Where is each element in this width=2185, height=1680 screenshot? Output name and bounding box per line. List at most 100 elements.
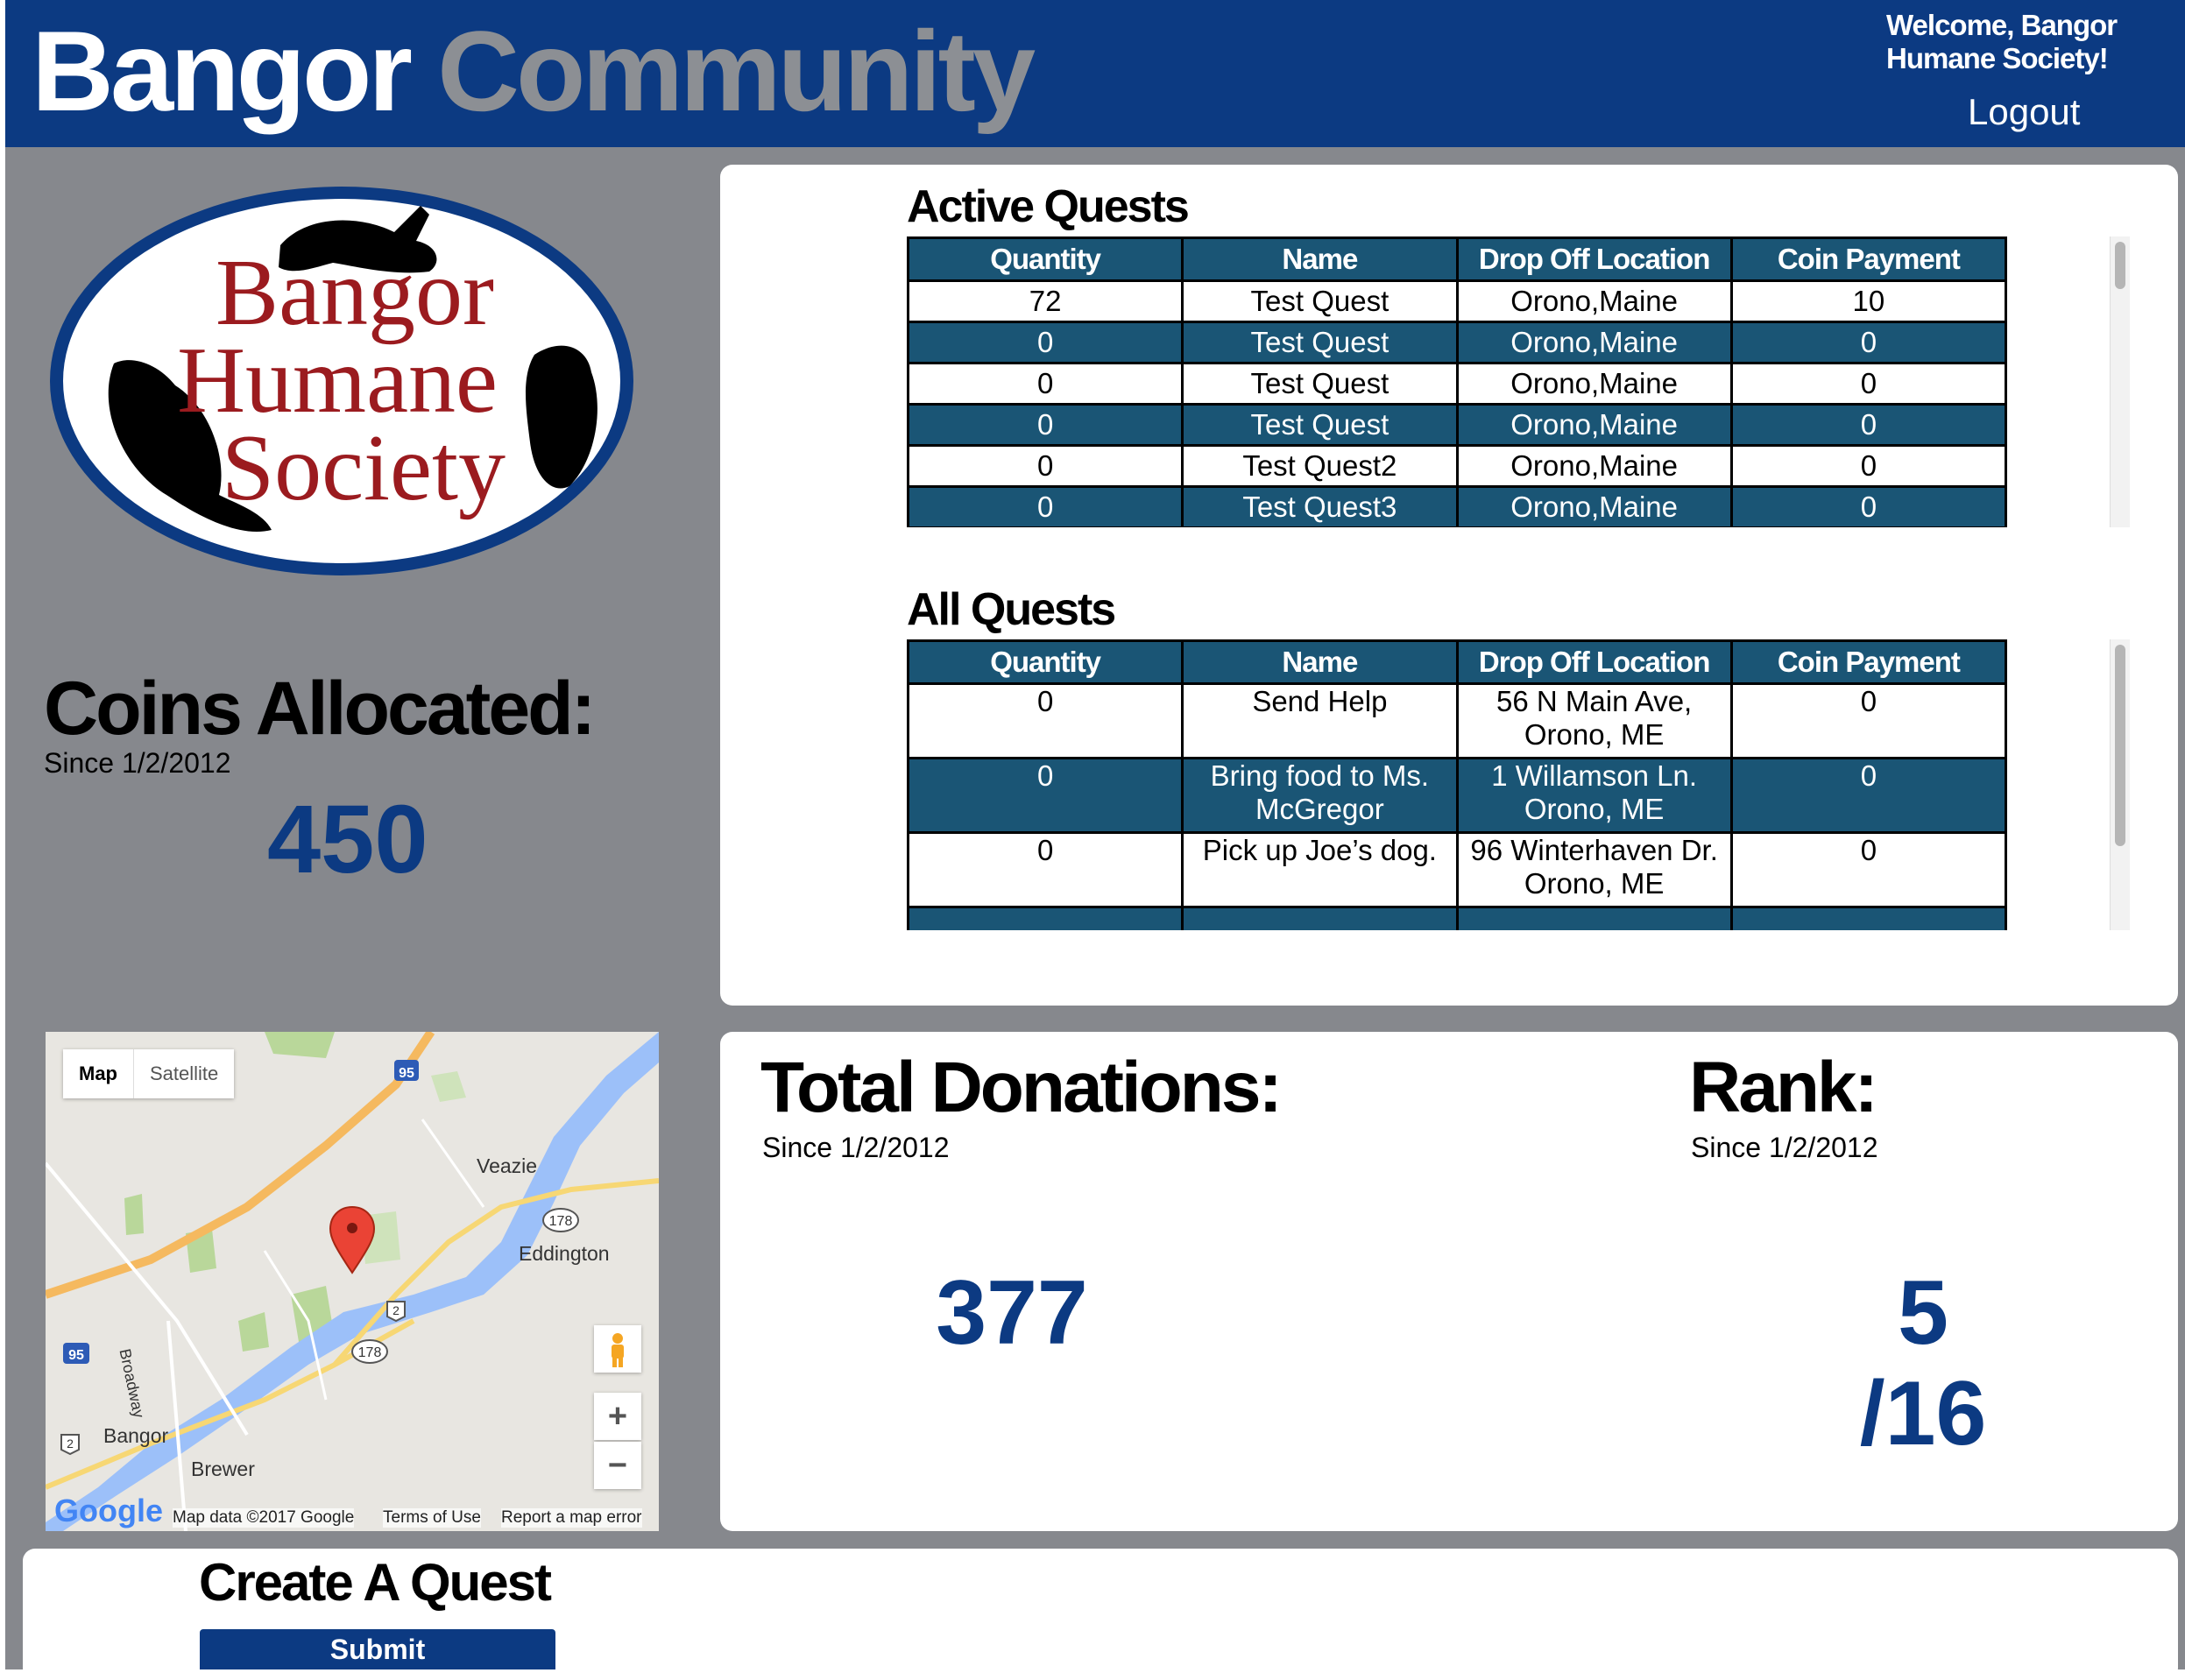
map-data-attribution: Map data ©2017 Google [173,1508,355,1528]
svg-text:95: 95 [68,1348,84,1363]
map-type-control: Map Satellite [63,1049,235,1098]
welcome-message: Welcome, Bangor Humane Society! [1886,9,2118,74]
cell-name: Bring food to Ms. McGregor [1181,757,1459,834]
cell-quantity: 0 [907,321,1184,364]
active-quests-table-container[interactable]: Quantity Name Drop Off Location Coin Pay… [907,236,2007,527]
cell-name: Pick up Joe’s dog. [1181,831,1459,908]
coins-since-date: Since 1/2/2012 [44,747,231,779]
svg-text:95: 95 [399,1066,414,1081]
column-header-payment[interactable]: Coin Payment [1729,236,2007,282]
map-type-map-button[interactable]: Map [63,1049,134,1098]
svg-text:178: 178 [358,1345,382,1360]
zoom-out-button[interactable]: − [594,1442,641,1489]
rank-since-date: Since 1/2/2012 [1691,1132,1878,1163]
rank-total: /16 [1859,1363,1987,1465]
humane-society-logo: Bangor Humane Society [50,187,633,575]
cell-location: Orono,Maine [1455,321,1733,364]
all-quests-title: All Quests [907,584,1116,635]
scrollbar-thumb[interactable] [2115,242,2125,289]
table-row[interactable]: 0 Test Quest Orono,Maine 0 [907,403,2007,447]
cell-quantity: 0 [907,485,1184,527]
cell-name: Test Quest2 [1181,444,1459,488]
cell-name: Test Quest [1181,362,1459,406]
cell-payment: 0 [1729,757,2007,834]
table-row[interactable]: 72 Test Quest Orono,Maine 10 [907,279,2007,323]
map-label-eddington: Eddington [519,1242,610,1265]
cell-name: Test Quest [1181,321,1459,364]
google-logo: Google [54,1493,163,1528]
brand-primary: Bangor [32,7,413,135]
cell-quantity: 0 [907,682,1184,759]
table-row[interactable]: 0 Test Quest Orono,Maine 0 [907,362,2007,406]
cell-payment: 0 [1729,321,2007,364]
zoom-in-button[interactable]: + [594,1393,641,1440]
cell-payment: 0 [1729,362,2007,406]
cell-location: Orono,Maine [1455,403,1733,447]
cell-name: Test Quest [1181,403,1459,447]
brand-secondary: Community [437,7,1036,135]
street-view-pegman-icon[interactable] [594,1325,641,1373]
table-row[interactable]: 0 Test Quest2 Orono,Maine 0 [907,444,2007,488]
map-terms-link[interactable]: Terms of Use [383,1508,481,1528]
map-label-veazie: Veazie [477,1154,538,1177]
cell-location: 96 Winterhaven Dr. Orono, ME [1455,831,1733,908]
cell-quantity: 0 [907,444,1184,488]
cell-name: Send Help [1181,682,1459,759]
table-row[interactable]: 0 Send Help 56 N Main Ave, Orono, ME 0 [907,682,2007,759]
svg-text:178: 178 [549,1214,573,1229]
cell-quantity: 0 [907,403,1184,447]
table-row[interactable]: 0 Bring food to Ms. McGregor 1 Willamson… [907,757,2007,834]
column-header-quantity[interactable]: Quantity [907,236,1184,282]
logout-link[interactable]: Logout [1968,91,2081,132]
map-type-satellite-button[interactable]: Satellite [150,1062,219,1084]
organization-logo: Bangor Humane Society [44,180,640,582]
active-quests-title: Active Quests [907,181,1190,232]
total-donations-title: Total Donations: [760,1048,1283,1127]
all-quests-scrollbar[interactable] [2110,639,2130,930]
scrollbar-thumb[interactable] [2115,645,2125,846]
rank-value: 5 [1898,1262,1948,1364]
active-quests-scrollbar[interactable] [2110,236,2130,527]
top-header: Bangor Community Welcome, Bangor Humane … [5,0,2185,147]
column-header-location[interactable]: Drop Off Location [1455,236,1733,282]
all-quests-table-container[interactable]: Quantity Name Drop Off Location Coin Pay… [907,639,2007,930]
coins-allocated-title: Coins Allocated: [44,667,596,751]
route-shield: 178 [351,1339,388,1364]
column-header-name[interactable]: Name [1181,236,1459,282]
table-row[interactable]: 0 Test Quest Orono,Maine 0 [907,321,2007,364]
table-row[interactable]: 0 Test Quest3 Orono,Maine 0 [907,485,2007,527]
active-quests-table: Quantity Name Drop Off Location Coin Pay… [907,236,2007,527]
cell-quantity: 0 [907,362,1184,406]
rank-title: Rank: [1689,1048,1878,1127]
map-footer: Google Map data ©2017 Google Terms of Us… [46,1493,659,1531]
map-canvas: 95 95 178 178 2 2 [46,1032,659,1531]
map-label-bangor: Bangor [103,1424,169,1447]
route-shield: 178 [542,1208,579,1232]
column-header-quantity[interactable]: Quantity [907,639,1184,685]
map-report-error-link[interactable]: Report a map error [501,1508,642,1528]
table-row-partial[interactable] [907,906,2007,930]
submit-button[interactable]: Submit [200,1629,555,1669]
table-row[interactable]: 0 Pick up Joe’s dog. 96 Winterhaven Dr. … [907,831,2007,908]
column-header-name[interactable]: Name [1181,639,1459,685]
svg-text:2: 2 [392,1303,400,1317]
cell-payment: 0 [1729,403,2007,447]
cell-payment: 0 [1729,682,2007,759]
donations-since-date: Since 1/2/2012 [762,1132,950,1163]
route-shield: 2 [386,1301,406,1323]
stats-panel [720,1032,2178,1531]
column-header-location[interactable]: Drop Off Location [1455,639,1733,685]
cell-location: Orono,Maine [1455,279,1733,323]
column-header-payment[interactable]: Coin Payment [1729,639,2007,685]
location-map[interactable]: 95 95 178 178 2 2 Veazie Eddington Bango… [46,1032,659,1531]
create-quest-title: Create A Quest [199,1553,552,1612]
map-label-brewer: Brewer [191,1458,255,1480]
cell-location: 56 N Main Ave, Orono, ME [1455,682,1733,759]
site-brand[interactable]: Bangor Community [32,5,1036,137]
cell-location: Orono,Maine [1455,485,1733,527]
cell-quantity: 0 [907,831,1184,908]
logo-text-line2: Humane [177,328,498,433]
route-shield: 2 [60,1434,80,1456]
map-pin-icon[interactable] [329,1205,376,1274]
cell-name: Test Quest3 [1181,485,1459,527]
